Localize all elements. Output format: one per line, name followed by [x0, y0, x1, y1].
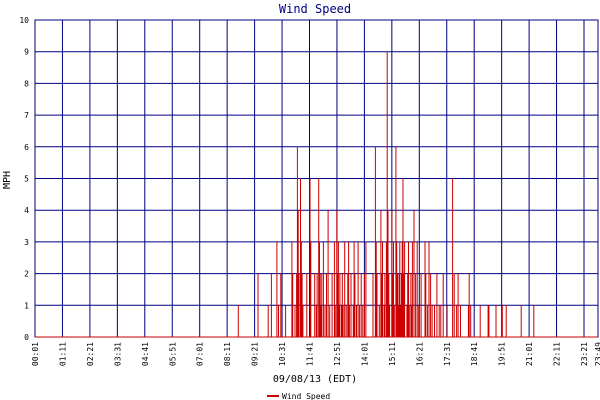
chart-title: Wind Speed: [279, 2, 351, 16]
y-tick-label: 6: [24, 143, 29, 152]
x-tick-label: 19:51: [498, 342, 507, 366]
x-tick-label: 03:31: [113, 342, 122, 366]
axis-tick-labels: 0 1 2 3 4 5 6 7 8 9 10 00:01 01:11 02:21 03:31 04:41 05:…: [19, 16, 600, 366]
y-tick-label: 9: [24, 48, 29, 57]
x-tick-label: 11:41: [306, 342, 315, 366]
x-tick-label: 05:51: [168, 342, 177, 366]
x-tick-label: 00:01: [31, 342, 40, 366]
y-tick-label: 3: [24, 238, 29, 247]
x-tick-label: 23:49: [594, 342, 600, 366]
x-tick-label: 08:11: [223, 342, 232, 366]
series-line: [35, 51, 598, 338]
legend-label: Wind Speed: [282, 392, 330, 400]
x-tick-label: 10:31: [278, 342, 287, 366]
y-tick-label: 5: [24, 175, 29, 184]
y-tick-label: 4: [24, 206, 29, 215]
x-tick-label: 22:11: [553, 342, 562, 366]
x-tick-label: 17:31: [443, 342, 452, 366]
x-tick-label: 14:01: [360, 342, 369, 366]
y-axis-label: MPH: [2, 171, 13, 189]
x-tick-label: 07:01: [196, 342, 205, 366]
x-tick-label: 04:41: [141, 342, 150, 366]
x-tick-label: 18:41: [470, 342, 479, 366]
series-layer: [35, 51, 598, 338]
x-tick-label: 01:11: [58, 342, 67, 366]
x-tick-label: 12:51: [333, 342, 342, 366]
x-tick-label: 15:11: [388, 342, 397, 366]
y-tick-label: 2: [24, 270, 29, 279]
x-tick-label: 21:01: [525, 342, 534, 366]
x-tick-label: 02:21: [86, 342, 95, 366]
y-tick-label: 1: [24, 301, 29, 310]
x-axis-label: 09/08/13 (EDT): [273, 374, 357, 385]
x-tick-label: 09:21: [251, 342, 260, 366]
legend: Wind Speed: [267, 392, 330, 400]
series-wind-speed: [35, 51, 598, 338]
y-tick-label: 0: [24, 333, 29, 342]
x-tick-label: 16:21: [415, 342, 424, 366]
y-tick-label: 8: [24, 79, 29, 88]
x-tick-label: 23:21: [580, 342, 589, 366]
y-tick-label: 7: [24, 111, 29, 120]
y-tick-label: 10: [19, 16, 29, 25]
